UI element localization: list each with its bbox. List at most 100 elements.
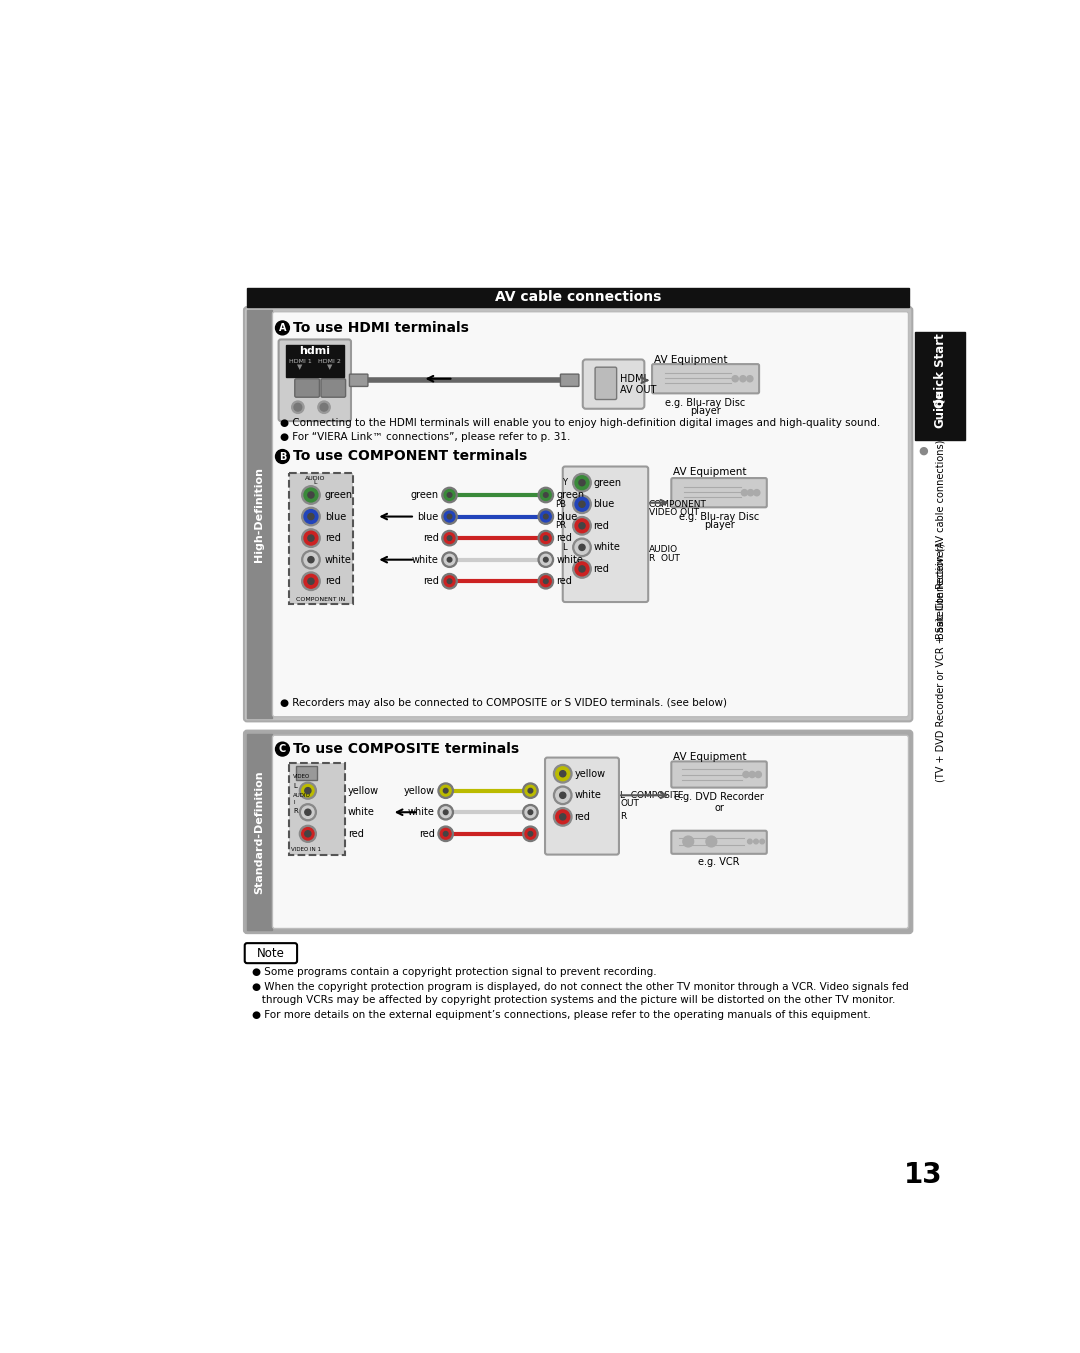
Text: e.g. DVD Recorder: e.g. DVD Recorder	[674, 792, 764, 802]
Bar	[916, 331, 966, 440]
Circle shape	[706, 836, 717, 847]
Circle shape	[305, 809, 311, 816]
Circle shape	[760, 839, 765, 844]
Text: VIDEO IN 1: VIDEO IN 1	[292, 847, 322, 851]
Circle shape	[747, 490, 754, 495]
Circle shape	[554, 786, 572, 805]
Circle shape	[292, 400, 305, 414]
Circle shape	[303, 510, 318, 524]
Bar	[296, 766, 318, 779]
Text: COMPONENT: COMPONENT	[649, 499, 706, 509]
Text: blue: blue	[594, 499, 615, 509]
Text: L  COMPOSITE: L COMPOSITE	[621, 790, 684, 800]
Circle shape	[299, 825, 316, 843]
Circle shape	[540, 490, 551, 501]
Circle shape	[441, 806, 451, 817]
Circle shape	[299, 804, 316, 821]
Text: ● Connecting to the HDMI terminals will enable you to enjoy high-definition digi: ● Connecting to the HDMI terminals will …	[280, 418, 880, 428]
Circle shape	[525, 785, 536, 796]
Circle shape	[441, 785, 451, 796]
Text: yellow: yellow	[575, 769, 606, 779]
Circle shape	[740, 376, 746, 382]
Circle shape	[579, 522, 585, 529]
Circle shape	[556, 789, 569, 802]
Circle shape	[559, 793, 566, 798]
Circle shape	[444, 490, 455, 501]
Text: ● Recorders may also be connected to COMPOSITE or S VIDEO terminals. (see below): ● Recorders may also be connected to COM…	[280, 698, 727, 708]
Circle shape	[746, 376, 753, 382]
Circle shape	[579, 544, 585, 551]
Text: R: R	[621, 812, 626, 821]
Text: green: green	[325, 490, 353, 501]
Circle shape	[683, 836, 693, 847]
Circle shape	[308, 492, 314, 498]
FancyBboxPatch shape	[244, 307, 913, 721]
Text: white: white	[408, 808, 435, 817]
Text: yellow: yellow	[348, 786, 379, 796]
FancyBboxPatch shape	[279, 340, 351, 421]
Bar	[289, 763, 345, 855]
FancyBboxPatch shape	[295, 379, 320, 398]
Circle shape	[741, 490, 747, 495]
Text: L: L	[294, 783, 297, 789]
Text: hdmi: hdmi	[299, 346, 330, 356]
Text: PB: PB	[555, 499, 567, 509]
Text: red: red	[419, 829, 435, 839]
Circle shape	[559, 771, 566, 777]
Text: ●: ●	[918, 446, 928, 456]
Circle shape	[732, 376, 739, 382]
FancyBboxPatch shape	[595, 367, 617, 399]
Text: COMPONENT IN: COMPONENT IN	[296, 597, 346, 602]
Text: AV cable connections: AV cable connections	[495, 291, 661, 304]
Text: green: green	[556, 490, 584, 501]
Text: white: white	[348, 808, 375, 817]
Text: red: red	[594, 521, 609, 530]
Circle shape	[301, 572, 320, 590]
Text: Y: Y	[562, 478, 567, 487]
Text: AV Equipment: AV Equipment	[673, 467, 746, 476]
Text: High-Definition: High-Definition	[255, 467, 265, 561]
Text: player: player	[690, 406, 720, 417]
Text: HDMI 1: HDMI 1	[288, 360, 311, 364]
Text: HDMI: HDMI	[621, 375, 647, 384]
Circle shape	[444, 789, 448, 793]
Circle shape	[301, 785, 314, 797]
Text: e.g. Blu-ray Disc: e.g. Blu-ray Disc	[665, 398, 745, 407]
Text: OUT: OUT	[621, 800, 639, 808]
Circle shape	[572, 538, 591, 556]
Circle shape	[743, 771, 750, 778]
Text: red: red	[556, 533, 572, 543]
Circle shape	[299, 782, 316, 800]
Text: L: L	[313, 480, 316, 486]
Circle shape	[442, 552, 457, 567]
Circle shape	[543, 492, 549, 498]
FancyBboxPatch shape	[545, 758, 619, 855]
Circle shape	[442, 509, 457, 524]
Circle shape	[538, 530, 554, 545]
Circle shape	[444, 810, 448, 815]
Circle shape	[444, 832, 448, 836]
FancyBboxPatch shape	[672, 762, 767, 787]
Circle shape	[444, 576, 455, 587]
Text: white: white	[556, 555, 583, 564]
Circle shape	[444, 511, 455, 522]
Circle shape	[308, 556, 314, 563]
Circle shape	[556, 767, 569, 781]
Text: white: white	[325, 555, 352, 564]
Text: C: C	[279, 744, 286, 754]
Text: Standard-Definition: Standard-Definition	[255, 770, 265, 894]
Text: HDMI 2: HDMI 2	[318, 360, 341, 364]
Circle shape	[275, 321, 289, 334]
Circle shape	[556, 810, 569, 824]
Text: blue: blue	[556, 511, 578, 521]
Text: red: red	[423, 533, 438, 543]
Text: AUDIO: AUDIO	[305, 475, 325, 480]
Circle shape	[540, 555, 551, 566]
Text: or: or	[714, 802, 724, 813]
Circle shape	[525, 806, 536, 817]
Text: through VCRs may be affected by copyright protection systems and the picture wil: through VCRs may be affected by copyrigh…	[252, 994, 895, 1005]
Bar	[247, 310, 272, 718]
FancyBboxPatch shape	[272, 735, 908, 928]
Circle shape	[447, 514, 451, 518]
Text: R  OUT: R OUT	[649, 553, 679, 563]
